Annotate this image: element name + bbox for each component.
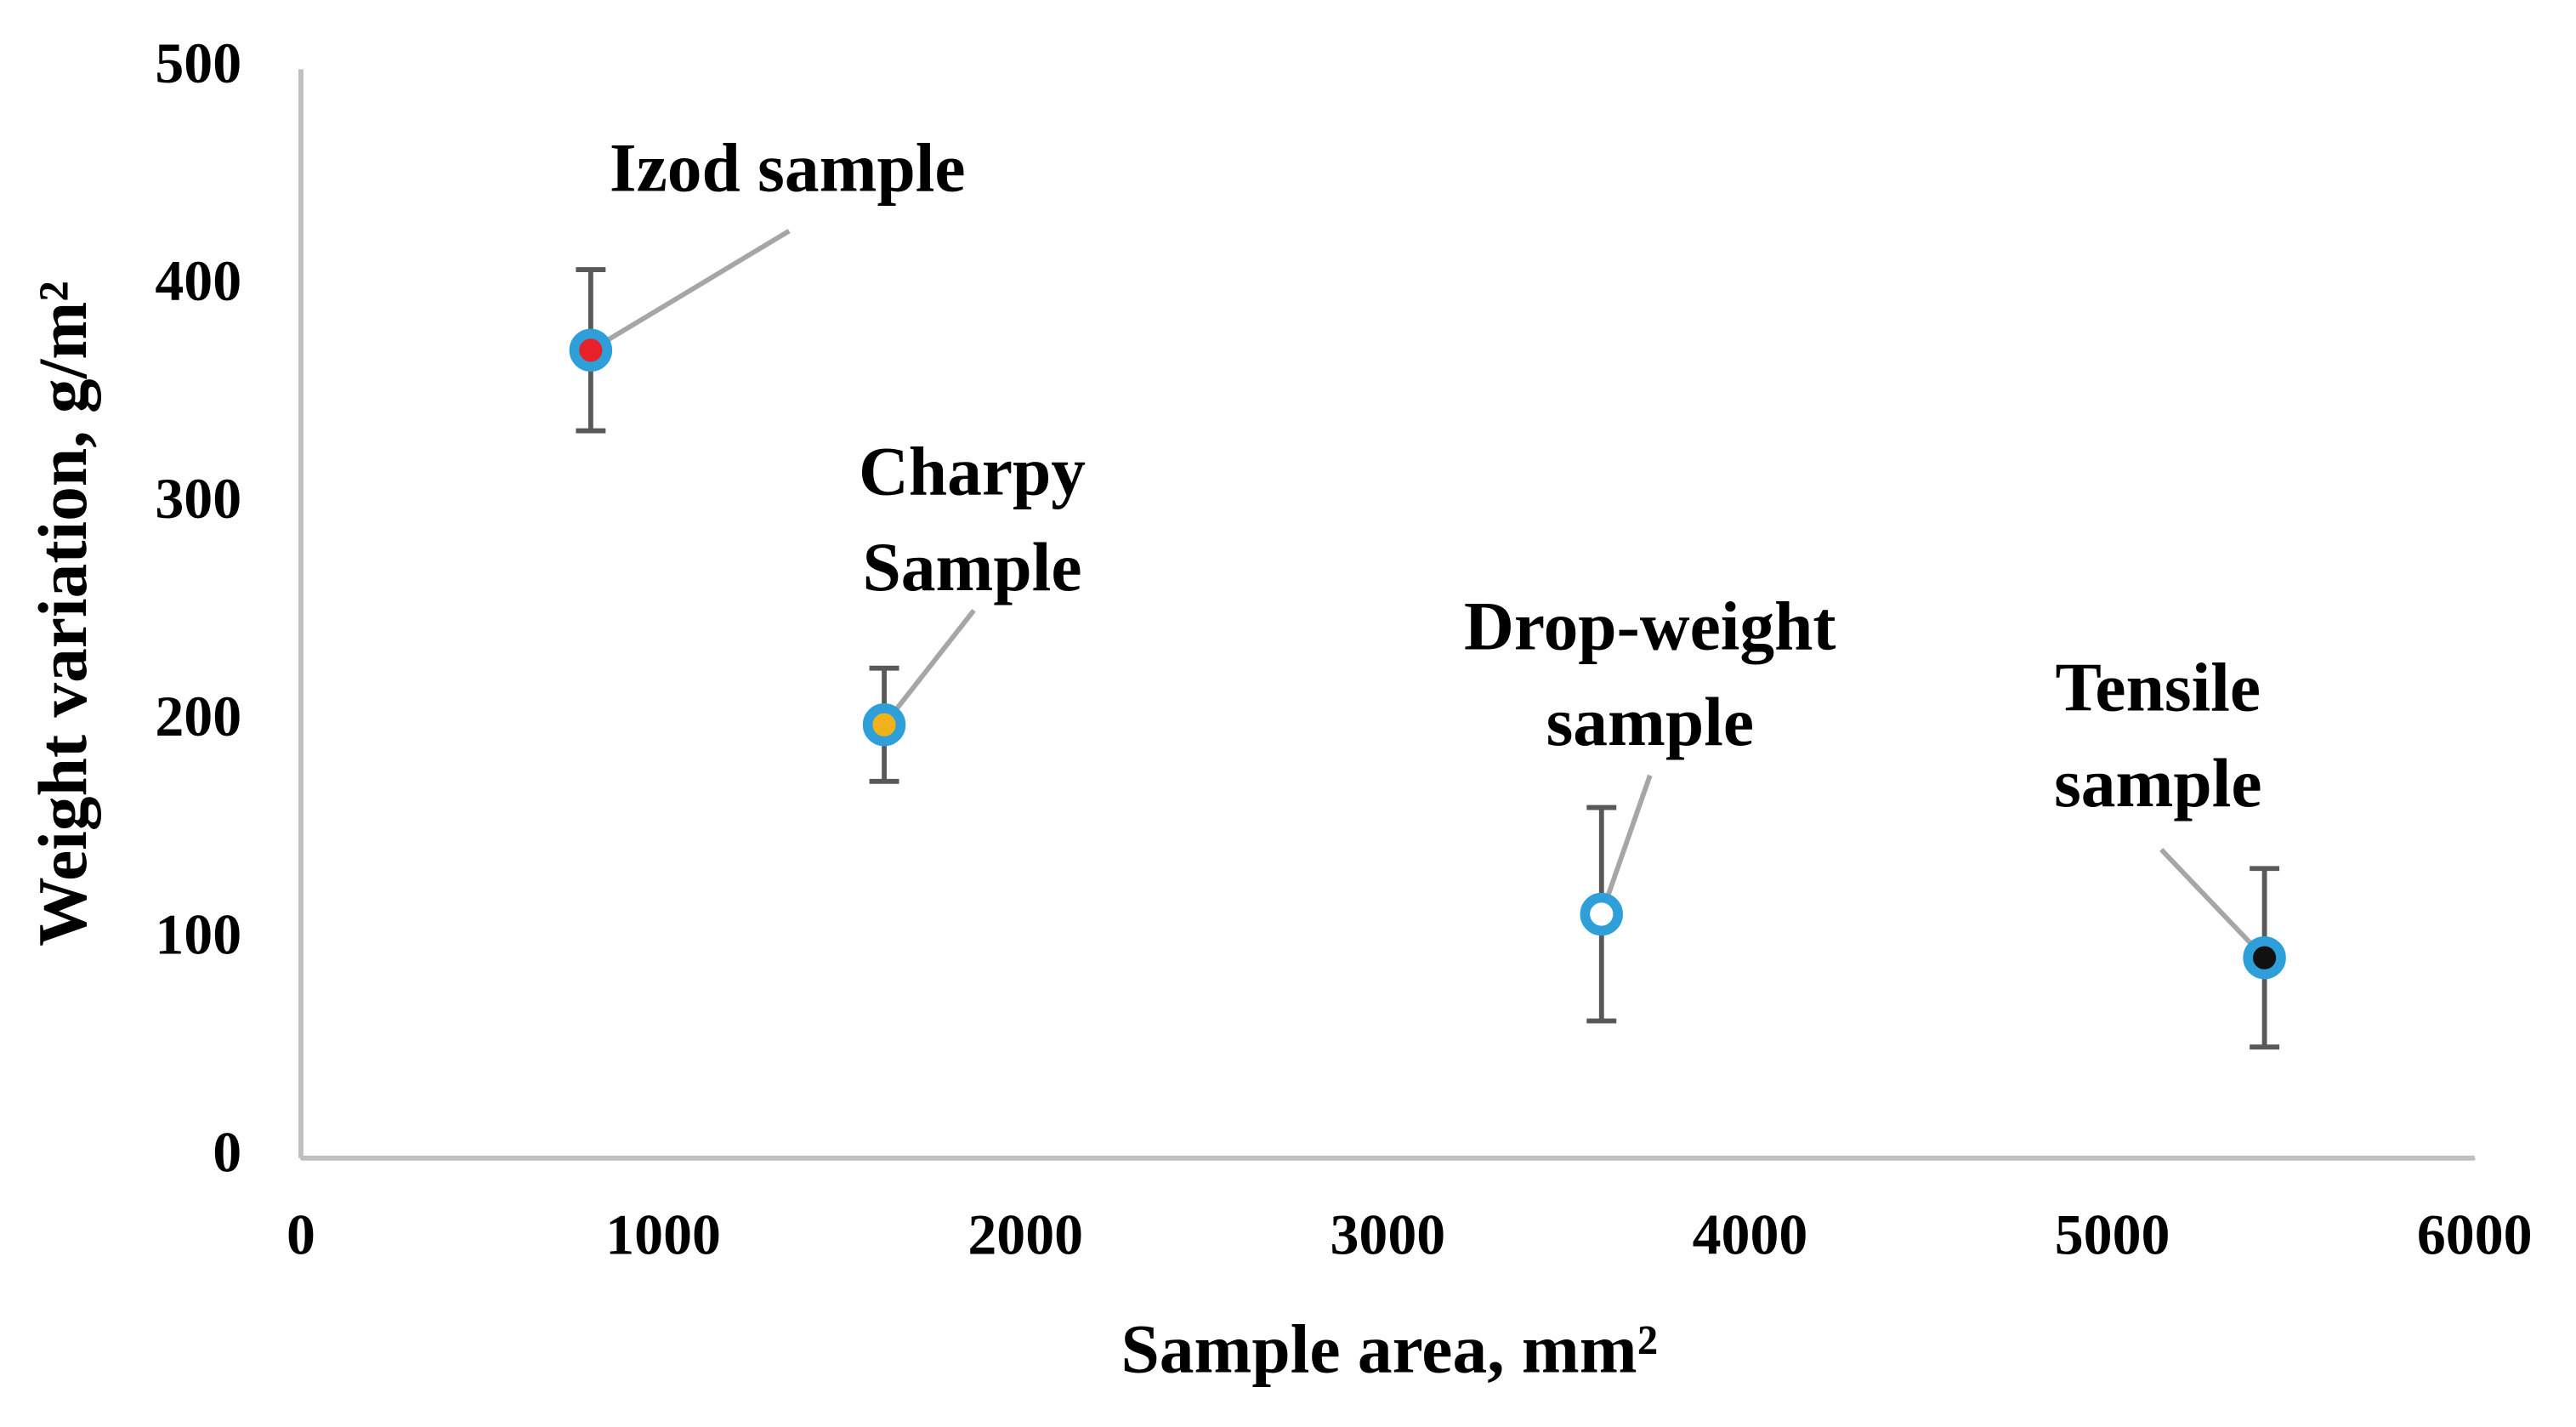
point bbox=[2243, 936, 2286, 980]
annotation: Sample bbox=[863, 528, 1082, 605]
x-tick-label: 3000 bbox=[1330, 1202, 1445, 1266]
annotation: Charpy bbox=[859, 432, 1086, 509]
annotation: Tensile bbox=[2056, 648, 2261, 725]
annotation: Izod sample bbox=[610, 128, 966, 206]
x-tick-label: 4000 bbox=[1693, 1202, 1808, 1266]
y-tick-label: 100 bbox=[155, 902, 241, 966]
point bbox=[569, 328, 613, 372]
point bbox=[862, 703, 906, 747]
leader-line bbox=[2159, 848, 2267, 960]
y-tick-label: 300 bbox=[155, 467, 241, 531]
annotation: sample bbox=[1546, 683, 1754, 760]
x-tick-label: 5000 bbox=[2055, 1202, 2170, 1266]
leader-line bbox=[882, 608, 976, 727]
point bbox=[1580, 892, 1623, 936]
x-tick-label: 0 bbox=[287, 1202, 315, 1266]
x-tick-label: 6000 bbox=[2417, 1202, 2533, 1266]
y-tick-label: 400 bbox=[155, 249, 241, 313]
x-tick-label: 1000 bbox=[605, 1202, 721, 1266]
leader-line bbox=[589, 229, 791, 353]
leader-line bbox=[1599, 774, 1653, 915]
y-axis-title: Weight variation, g/m² bbox=[24, 281, 101, 947]
y-tick-label: 200 bbox=[155, 685, 241, 748]
x-axis-title: Sample area, mm² bbox=[1121, 1310, 1659, 1387]
x-tick-label: 2000 bbox=[967, 1202, 1083, 1266]
y-tick-label: 0 bbox=[213, 1120, 241, 1184]
annotation: Drop-weight bbox=[1464, 588, 1836, 665]
y-tick-label: 500 bbox=[155, 31, 241, 95]
annotation: sample bbox=[2054, 744, 2261, 822]
